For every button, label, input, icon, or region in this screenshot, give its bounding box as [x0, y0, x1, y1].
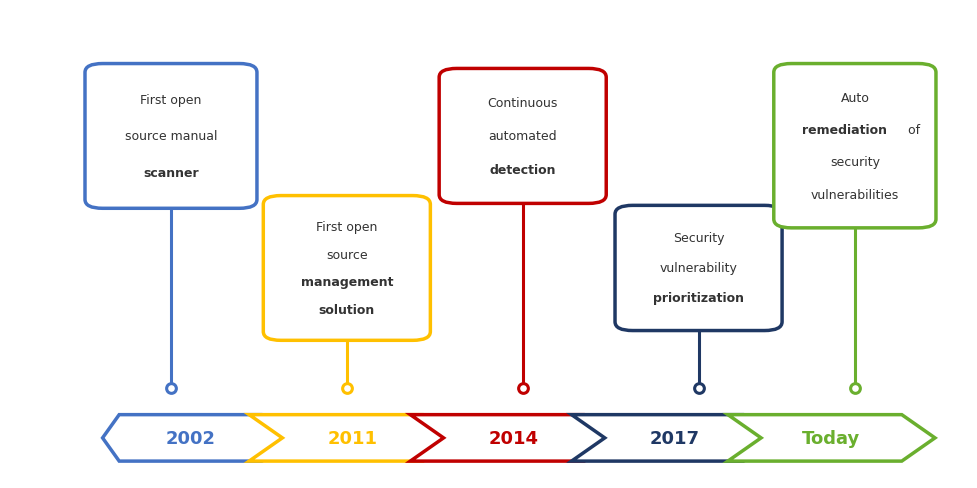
Text: source manual: source manual: [125, 130, 217, 143]
Text: detection: detection: [489, 163, 556, 176]
Text: Today: Today: [802, 429, 861, 447]
Polygon shape: [410, 415, 617, 461]
Text: vulnerabilities: vulnerabilities: [811, 188, 899, 201]
Text: of: of: [904, 124, 919, 137]
Text: vulnerability: vulnerability: [659, 262, 738, 275]
Text: First open: First open: [141, 94, 201, 107]
Text: source: source: [326, 248, 367, 261]
Polygon shape: [103, 415, 295, 461]
FancyBboxPatch shape: [263, 196, 430, 341]
Text: Security: Security: [673, 232, 724, 245]
Text: remediation: remediation: [802, 124, 887, 137]
Text: First open: First open: [317, 221, 377, 234]
Text: 2017: 2017: [649, 429, 700, 447]
Text: scanner: scanner: [144, 166, 198, 180]
Text: 2011: 2011: [327, 429, 378, 447]
Text: Continuous: Continuous: [488, 97, 558, 110]
FancyBboxPatch shape: [85, 64, 257, 209]
Text: management: management: [301, 276, 393, 288]
Text: solution: solution: [319, 303, 375, 316]
FancyBboxPatch shape: [440, 69, 606, 204]
FancyBboxPatch shape: [616, 206, 782, 331]
Text: automated: automated: [488, 130, 557, 143]
Polygon shape: [728, 415, 935, 461]
Text: 2014: 2014: [488, 429, 539, 447]
FancyBboxPatch shape: [774, 64, 936, 228]
Text: security: security: [829, 156, 880, 169]
Text: prioritization: prioritization: [653, 292, 744, 305]
Polygon shape: [249, 415, 456, 461]
Text: Auto: Auto: [840, 92, 870, 104]
Polygon shape: [572, 415, 777, 461]
Text: 2002: 2002: [165, 429, 216, 447]
